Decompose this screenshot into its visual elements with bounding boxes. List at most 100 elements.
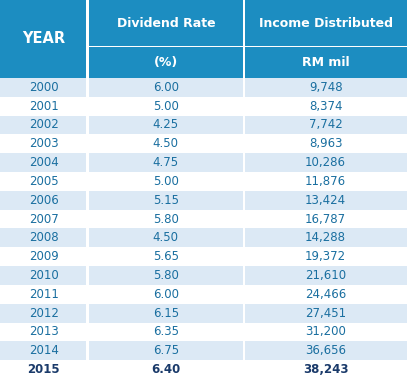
Text: 31,200: 31,200 [305, 326, 346, 338]
Bar [88, 323, 244, 341]
Text: 2004: 2004 [29, 156, 59, 169]
Text: 13,424: 13,424 [305, 194, 346, 207]
Text: 2007: 2007 [29, 213, 59, 226]
Bar [88, 46, 244, 78]
Text: 16,787: 16,787 [305, 213, 346, 226]
Text: 4.50: 4.50 [153, 231, 179, 244]
Bar [244, 266, 407, 285]
Bar [88, 78, 244, 97]
Bar [244, 97, 407, 116]
Text: 2015: 2015 [27, 363, 60, 376]
Text: 6.75: 6.75 [153, 344, 179, 357]
Bar [244, 153, 407, 172]
Bar [88, 135, 244, 153]
Bar [0, 0, 88, 78]
Bar [0, 266, 88, 285]
Bar [86, 0, 89, 379]
Bar [244, 116, 407, 135]
Text: 5.15: 5.15 [153, 194, 179, 207]
Text: 7,742: 7,742 [309, 119, 342, 132]
Bar [88, 172, 244, 191]
Bar [0, 247, 88, 266]
Bar [0, 191, 88, 210]
Bar [244, 247, 407, 266]
Bar [0, 341, 88, 360]
Bar [244, 46, 407, 78]
Text: 2006: 2006 [29, 194, 59, 207]
Text: 2009: 2009 [29, 250, 59, 263]
Bar [244, 341, 407, 360]
Bar [88, 191, 244, 210]
Text: 38,243: 38,243 [303, 363, 348, 376]
Bar [88, 0, 244, 46]
Bar [244, 78, 407, 97]
Text: 6.00: 6.00 [153, 81, 179, 94]
Text: 5.80: 5.80 [153, 213, 179, 226]
Bar [0, 172, 88, 191]
Text: 6.00: 6.00 [153, 288, 179, 301]
Bar [243, 0, 245, 379]
Text: 2003: 2003 [29, 137, 59, 150]
Text: 2001: 2001 [29, 100, 59, 113]
Text: 2002: 2002 [29, 119, 59, 132]
Text: 36,656: 36,656 [305, 344, 346, 357]
Bar [244, 191, 407, 210]
Text: 2011: 2011 [29, 288, 59, 301]
Bar [244, 360, 407, 379]
Text: 4.75: 4.75 [153, 156, 179, 169]
Bar [0, 304, 88, 323]
Bar [88, 153, 244, 172]
Text: 6.35: 6.35 [153, 326, 179, 338]
Text: 6.15: 6.15 [153, 307, 179, 319]
Text: 11,876: 11,876 [305, 175, 346, 188]
Text: 2014: 2014 [29, 344, 59, 357]
Text: 14,288: 14,288 [305, 231, 346, 244]
Bar [88, 341, 244, 360]
Bar [244, 172, 407, 191]
Bar [0, 229, 88, 247]
Bar [0, 285, 88, 304]
Bar [0, 323, 88, 341]
Text: 2005: 2005 [29, 175, 59, 188]
Text: 27,451: 27,451 [305, 307, 346, 319]
Text: 2000: 2000 [29, 81, 59, 94]
Text: 4.25: 4.25 [153, 119, 179, 132]
Text: (%): (%) [154, 56, 178, 69]
Text: 5.80: 5.80 [153, 269, 179, 282]
Bar [88, 247, 244, 266]
Bar [0, 78, 88, 97]
Text: 8,963: 8,963 [309, 137, 342, 150]
Text: 10,286: 10,286 [305, 156, 346, 169]
Text: 2008: 2008 [29, 231, 59, 244]
Text: Dividend Rate: Dividend Rate [116, 17, 215, 30]
Bar [88, 45, 407, 47]
Bar [88, 97, 244, 116]
Bar [0, 116, 88, 135]
Bar [0, 210, 88, 229]
Text: 6.40: 6.40 [151, 363, 180, 376]
Text: 24,466: 24,466 [305, 288, 346, 301]
Text: 21,610: 21,610 [305, 269, 346, 282]
Bar [0, 97, 88, 116]
Text: 2012: 2012 [29, 307, 59, 319]
Bar [0, 135, 88, 153]
Bar [88, 360, 244, 379]
Bar [244, 210, 407, 229]
Bar [88, 116, 244, 135]
Text: 5.00: 5.00 [153, 175, 179, 188]
Bar [244, 323, 407, 341]
Bar [0, 360, 88, 379]
Bar [88, 266, 244, 285]
Text: YEAR: YEAR [22, 31, 65, 47]
Bar [88, 229, 244, 247]
Text: 8,374: 8,374 [309, 100, 342, 113]
Bar [88, 285, 244, 304]
Bar [88, 210, 244, 229]
Text: 2010: 2010 [29, 269, 59, 282]
Bar [244, 285, 407, 304]
Text: 5.00: 5.00 [153, 100, 179, 113]
Bar [244, 229, 407, 247]
Text: 19,372: 19,372 [305, 250, 346, 263]
Bar [244, 304, 407, 323]
Bar [244, 0, 407, 46]
